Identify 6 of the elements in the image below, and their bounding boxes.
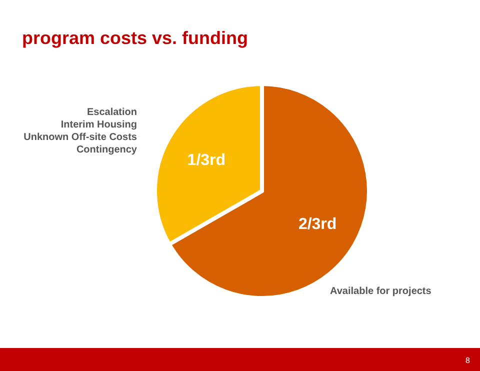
text: 8 bbox=[466, 356, 471, 365]
slice-label: Available for projects bbox=[330, 286, 432, 297]
data-label: 1/3rd bbox=[187, 152, 226, 169]
chart-title: program costs vs. funding bbox=[22, 28, 248, 48]
data-label: 2/3rd bbox=[298, 216, 337, 234]
slice-label: Escalation Interim Housing Unknown Off-site Costs Contingency bbox=[24, 107, 138, 156]
